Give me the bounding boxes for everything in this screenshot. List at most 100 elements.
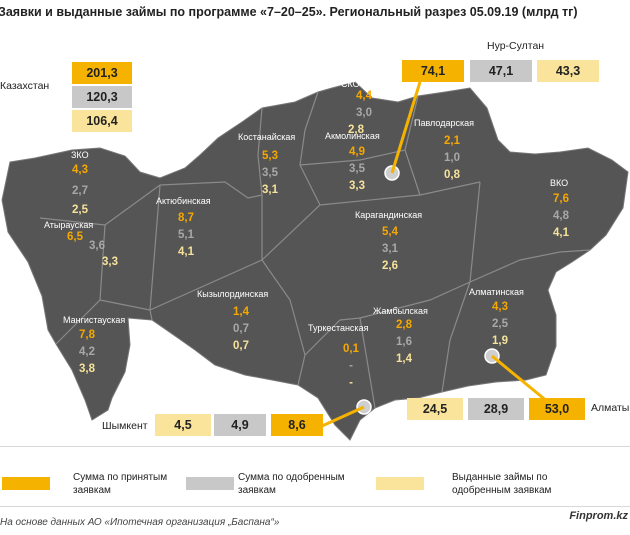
almaty-accepted: 53,0 (529, 398, 585, 420)
accepted-value: 4,3 (492, 301, 508, 313)
nursultan-accepted: 74,1 (402, 60, 464, 82)
region-label: Атырауская (44, 220, 94, 230)
brand-watermark: Finprom.kz (569, 510, 628, 522)
issued-value: 1,9 (492, 335, 508, 347)
legend-label-approved: Сумма по одобренным заявкам (238, 472, 345, 496)
issued-value: 3,3 (102, 256, 118, 268)
legend-divider-top (0, 446, 630, 447)
almaty-issued: 24,5 (407, 398, 463, 420)
region-values: 5,4 3,1 2,6 (373, 224, 407, 275)
nursultan-approved: 47,1 (470, 60, 532, 82)
accepted-value: 7,8 (79, 329, 95, 341)
region-values: 2,1 1,0 0,8 (435, 133, 469, 184)
almaty-leader (491, 354, 549, 404)
shymkent-leader (321, 405, 365, 428)
issued-value: 3,3 (349, 180, 365, 192)
nursultan-issued: 43,3 (537, 60, 599, 82)
region-label: Карагандинская (355, 210, 423, 220)
almaty-label: Алматы (591, 402, 630, 414)
region-label: СКО (341, 79, 360, 89)
legend-swatch-issued (376, 477, 424, 490)
accepted-value: 5,4 (382, 226, 398, 238)
approved-value: 1,0 (444, 152, 460, 164)
region-label: Туркестанская (308, 323, 369, 333)
approved-value: 2,5 (492, 318, 508, 330)
approved-value: 3,0 (356, 107, 372, 119)
almaty-approved: 28,9 (468, 398, 524, 420)
region-values: 4,3 2,5 1,9 (483, 299, 517, 350)
region-label: Акмолинская (325, 131, 380, 141)
region-values: 2,8 1,6 1,4 (387, 317, 421, 368)
issued-value: 0,7 (233, 340, 249, 352)
nursultan-label: Нур-Султан (487, 40, 545, 52)
region-label: Жамбылская (373, 306, 428, 316)
approved-value: 3,6 (89, 240, 105, 252)
region-label: Костанайская (238, 132, 296, 142)
accepted-value: 2,8 (396, 319, 412, 331)
accepted-value: 2,1 (444, 135, 460, 147)
page-title: Заявки и выданные займы по программе «7–… (0, 5, 578, 19)
accepted-value: 6,5 (67, 231, 83, 243)
issued-value: 2,8 (348, 124, 364, 136)
accepted-value: 8,7 (178, 212, 194, 224)
country-shape (1, 81, 629, 441)
issued-value: 3,1 (262, 184, 278, 196)
approved-value: - (349, 360, 353, 372)
accepted-value: 5,3 (262, 150, 278, 162)
shymkent-approved: 4,9 (214, 414, 266, 436)
issued-value: 3,8 (79, 363, 95, 375)
approved-value: 3,5 (349, 163, 365, 175)
approved-value: 3,1 (382, 243, 398, 255)
region-values: 4,9 3,5 3,3 (340, 144, 374, 195)
region-label: Павлодарская (414, 118, 474, 128)
kazakhstan-approved: 120,3 (72, 86, 132, 108)
legend-swatch-approved (186, 477, 234, 490)
region-values: 4,4 3,0 2,8 (347, 88, 381, 139)
region-values: 5,3 3,5 3,1 (253, 148, 287, 199)
kazakhstan-label: Казахстан (0, 80, 50, 92)
approved-value: 3,5 (262, 167, 278, 179)
kazakhstan-accepted: 201,3 (72, 62, 132, 84)
region-values: 4,3 2,7 2,5 (63, 162, 97, 219)
region-label: Мангистауская (63, 315, 126, 325)
region-values: 8,7 5,1 4,1 (169, 210, 203, 261)
region-label: Актюбинская (156, 196, 211, 206)
legend-divider-bottom (0, 506, 630, 507)
region-label: ВКО (550, 178, 569, 188)
region-label: ЗКО (71, 150, 89, 160)
issued-value: 1,4 (396, 353, 412, 365)
kazakhstan-issued: 106,4 (72, 110, 132, 132)
approved-value: 2,7 (72, 185, 88, 197)
legend-label-accepted: Сумма по принятым заявкам (73, 472, 168, 496)
region-borders (39, 91, 591, 409)
approved-value: 1,6 (396, 336, 412, 348)
accepted-value: 0,1 (343, 343, 359, 355)
issued-value: 2,5 (72, 204, 88, 216)
approved-value: 0,7 (233, 323, 249, 335)
accepted-value: 4,9 (349, 146, 365, 158)
nursultan-leader (390, 81, 422, 174)
issued-value: 0,8 (444, 169, 460, 181)
issued-value: 4,1 (178, 246, 194, 258)
approved-value: 4,8 (553, 210, 569, 222)
issued-value: - (349, 377, 353, 389)
approved-value: 4,2 (79, 346, 95, 358)
leader-lines (321, 81, 549, 428)
accepted-value: 4,4 (356, 90, 372, 102)
region-values: 7,6 4,8 4,1 (544, 191, 578, 242)
accepted-value: 1,4 (233, 306, 249, 318)
approved-value: 5,1 (178, 229, 194, 241)
region-values: 0,1 - - (334, 341, 368, 392)
legend-label-issued: Выданные займы по одобренным заявкам (452, 472, 552, 496)
region-values: 7,8 4,2 3,8 (70, 327, 104, 378)
shymkent-accepted: 8,6 (271, 414, 323, 436)
region-label: Алматинская (469, 287, 524, 297)
issued-value: 2,6 (382, 260, 398, 272)
region-values: 1,4 0,7 0,7 (224, 304, 258, 355)
accepted-value: 7,6 (553, 193, 569, 205)
shymkent-issued: 4,5 (155, 414, 211, 436)
shymkent-label: Шымкент (102, 420, 148, 432)
issued-value: 4,1 (553, 227, 569, 239)
accepted-value: 4,3 (72, 164, 88, 176)
